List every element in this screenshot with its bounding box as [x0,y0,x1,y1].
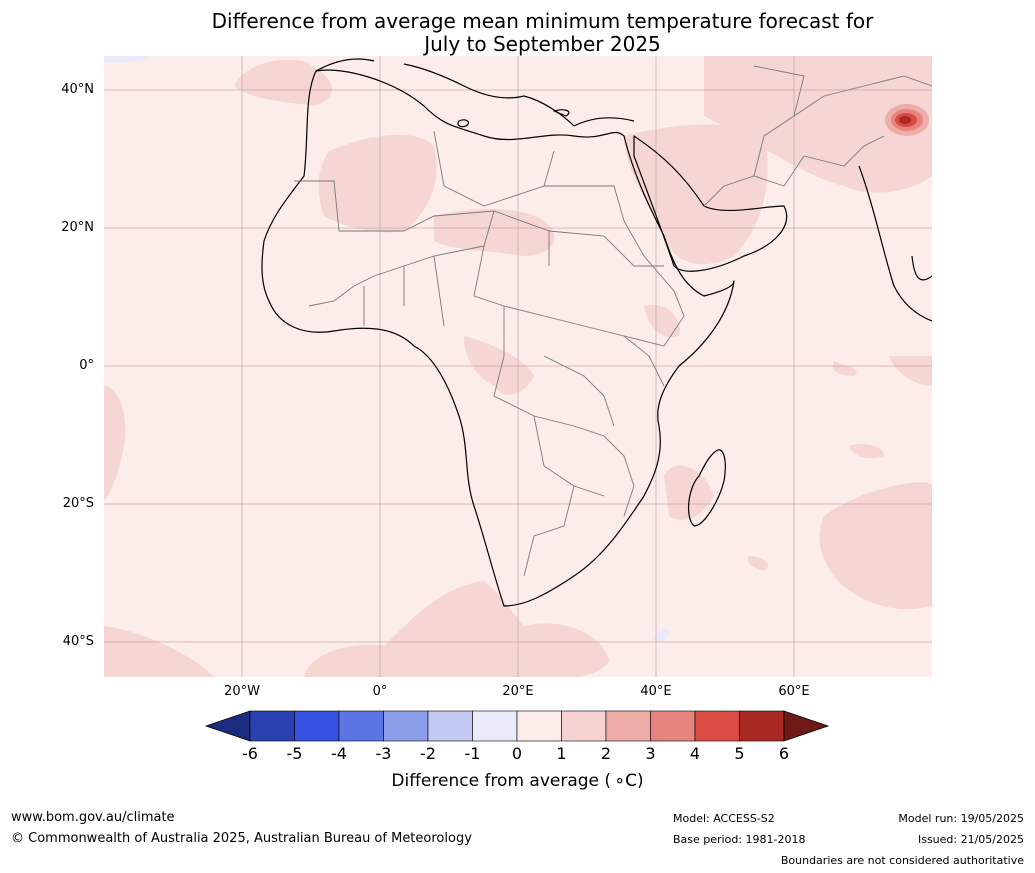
lon-label-20e: 20°E [502,684,534,699]
lon-label-20w: 20°W [224,684,260,699]
colorbar-segment [294,710,340,742]
anomaly-map [104,56,932,677]
title-line-2: July to September 2025 [424,32,661,56]
colorbar-segment [338,710,384,742]
disclaimer-text: Boundaries are not considered authoritat… [780,854,1024,867]
colorbar-segment [516,710,562,742]
anomaly-negative-regions [104,56,670,642]
colorbar-segment [650,710,696,742]
colorbar-segment [427,710,473,742]
lon-label-40e: 40°E [640,684,672,699]
lon-label-0: 0° [372,684,388,699]
colorbar-extend-min [204,710,251,742]
lat-label-40n: 40°N [61,82,94,97]
lat-label-20s: 20°S [62,496,94,511]
copyright-text: © Commonwealth of Australia 2025, Austra… [11,831,472,846]
colorbar-extend-max [783,710,830,742]
colorbar-segment [739,710,785,742]
colorbar-tick-label: 3 [645,744,656,763]
colorbar-tick-label: 6 [778,744,790,763]
lat-label-40s: 40°S [62,634,94,649]
lat-label-20n: 20°N [61,220,94,235]
colorbar-tick-label: -5 [286,744,303,763]
colorbar-title: Difference from average ( ∘C) [391,771,644,791]
colorbar-tick-label: 5 [734,744,745,763]
base-period-text: Base period: 1981-2018 [673,833,806,846]
colorbar-tick-label: 2 [600,744,612,763]
colorbar-tick-label: -4 [331,744,347,763]
colorbar-tick-label: -2 [420,744,436,763]
colorbar-tick-label: -3 [375,744,392,763]
colorbar-tick-label: 1 [556,744,567,763]
colorbar-tick-label: 0 [511,744,523,763]
anomaly-hotspot [885,104,929,136]
meridians [241,56,795,677]
colorbar-segment [472,710,518,742]
colorbar-segment [249,710,295,742]
model-run-text: Model run: 19/05/2025 [898,812,1024,825]
colorbar-tick-label: -1 [464,744,481,763]
country-borders [294,65,932,577]
map-title: Difference from average mean minimum tem… [0,10,1035,56]
title-line-1: Difference from average mean minimum tem… [211,9,874,33]
issued-text: Issued: 21/05/2025 [917,833,1024,846]
colorbar-segment [694,710,740,742]
colorbar-tick-label: 4 [689,744,701,763]
coastlines [261,58,932,607]
lat-label-0: 0° [79,358,94,373]
website-link[interactable]: www.bom.gov.au/climate [11,810,175,825]
model-text: Model: ACCESS-S2 [673,812,775,825]
colorbar-segment [561,710,607,742]
colorbar-segment [383,710,429,742]
colorbar-tick-label: -6 [242,744,258,763]
colorbar-segment [605,710,651,742]
lon-label-60e: 60°E [778,684,810,699]
